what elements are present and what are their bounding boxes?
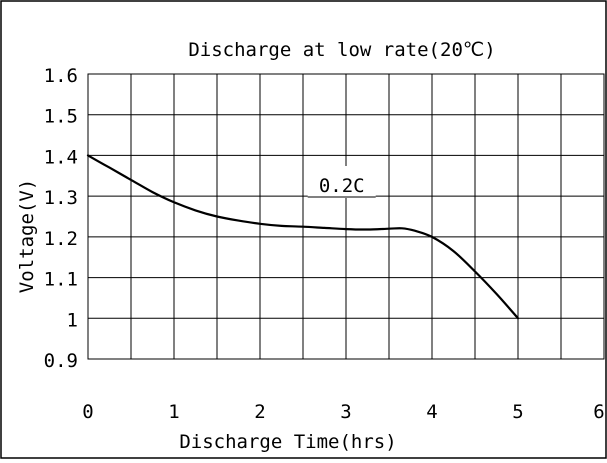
y-axis-label: Voltage(V) <box>16 179 38 293</box>
plot-area-frame <box>87 73 605 360</box>
y-tick-label: 1.1 <box>44 269 78 291</box>
x-axis-label: Discharge Time(hrs) <box>179 431 396 453</box>
x-tick-label: 5 <box>512 401 523 423</box>
x-tick-label: 6 <box>593 401 604 423</box>
x-tick-label: 1 <box>168 401 179 423</box>
y-tick-label: 1.2 <box>44 228 78 250</box>
x-tick-label: 0 <box>82 401 93 423</box>
y-tick-label: 1 <box>67 309 78 331</box>
series-line <box>86 154 520 320</box>
y-tick-label: 1.3 <box>44 187 78 209</box>
y-tick-label: 1.4 <box>44 146 78 168</box>
chart-title: Discharge at low rate(20℃) <box>188 39 495 61</box>
series-annotation-label: 0.2C <box>319 175 365 197</box>
grid <box>88 74 604 359</box>
y-tick-label: 0.9 <box>44 350 78 372</box>
annotation-background <box>307 166 376 198</box>
annotation-layer: 0.2C <box>307 166 376 198</box>
series-layer <box>86 154 520 320</box>
x-tick-label: 4 <box>426 401 437 423</box>
y-tick-label: 1.6 <box>44 65 78 87</box>
x-axis-ticks: 0 1 2 3 4 5 6 <box>82 401 604 423</box>
y-axis-ticks: 1.6 1.5 1.4 1.3 1.2 1.1 1 0.9 <box>44 65 78 372</box>
x-tick-label: 2 <box>254 401 265 423</box>
y-tick-label: 1.5 <box>44 106 78 128</box>
x-tick-label: 3 <box>340 401 351 423</box>
